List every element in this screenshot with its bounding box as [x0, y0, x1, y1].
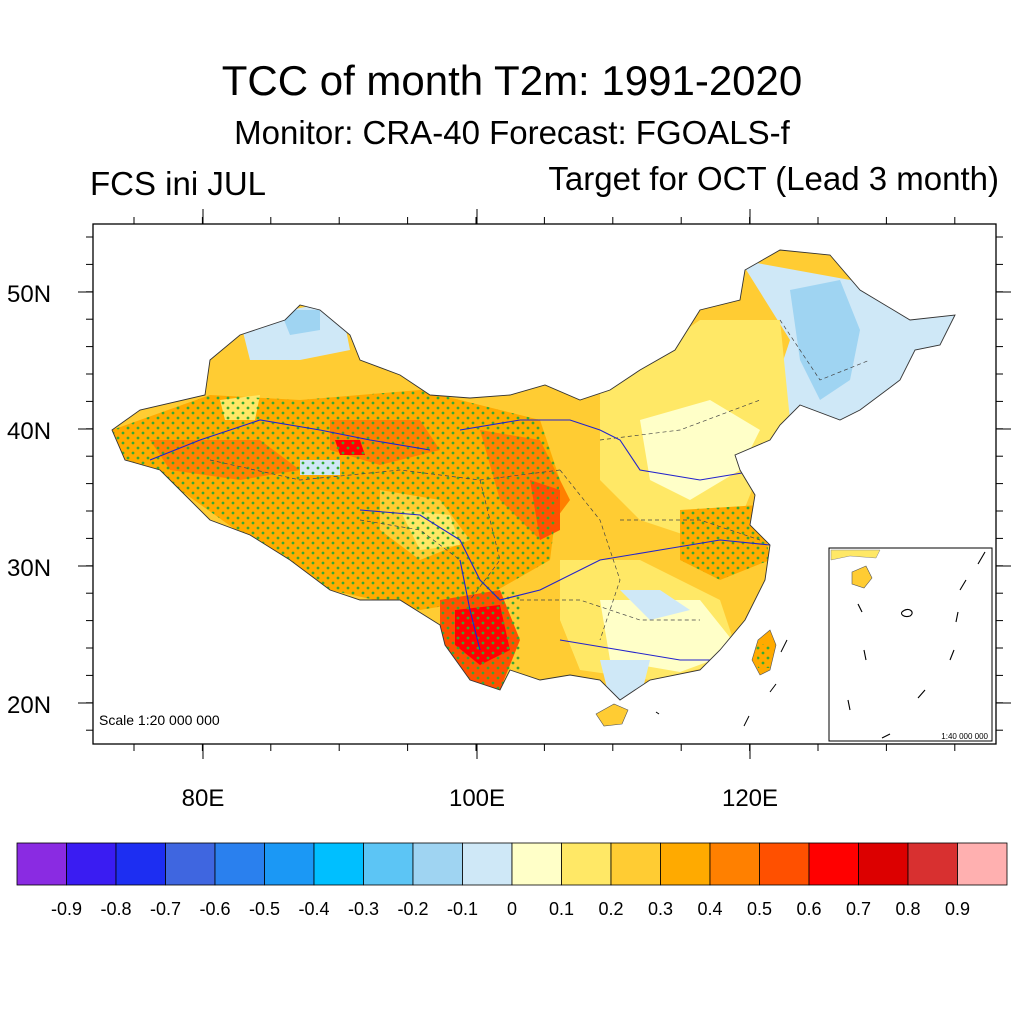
- colorbar-swatch: [610, 842, 661, 886]
- colorbar-swatch: [214, 842, 265, 886]
- colorbar-label: 0.6: [796, 899, 821, 919]
- colorbar-label: -0.7: [150, 899, 181, 919]
- latitude-labels: 50N 40N 30N 20N: [7, 281, 51, 719]
- colorbar-swatch: [561, 842, 612, 886]
- scale-text: Scale 1:20 000 000: [99, 712, 220, 728]
- initialization-label: FCS ini JUL: [90, 165, 267, 202]
- colorbar-swatch: [165, 842, 216, 886]
- lat-label-50n: 50N: [7, 281, 51, 308]
- colorbar-swatch: [759, 842, 810, 886]
- colorbar-swatch: [412, 842, 463, 886]
- colorbar-label: 0.7: [846, 899, 871, 919]
- correlation-field: [112, 250, 955, 700]
- colorbar-label: -0.3: [348, 899, 379, 919]
- target-label: Target for OCT (Lead 3 month): [548, 160, 999, 197]
- colorbar-swatch: [511, 842, 562, 886]
- colorbar-label: -0.1: [447, 899, 478, 919]
- lat-label-30n: 30N: [7, 555, 51, 582]
- colorbar-swatch: [462, 842, 513, 886]
- colorbar-swatch: [363, 842, 414, 886]
- map-axis-ticks: [78, 209, 1011, 759]
- colorbar-swatch: [66, 842, 117, 886]
- colorbar-swatch: [115, 842, 166, 886]
- colorbar: [16, 842, 1008, 886]
- lat-label-20n: 20N: [7, 692, 51, 719]
- inset-scale-text: 1:40 000 000: [941, 732, 988, 741]
- colorbar-swatch: [808, 842, 859, 886]
- colorbar-labels: -0.9 -0.8 -0.7 -0.6 -0.5 -0.4 -0.3 -0.2 -0.1 0 0.1…: [51, 899, 970, 919]
- colorbar-label: 0.3: [648, 899, 673, 919]
- colorbar-label: -0.2: [397, 899, 428, 919]
- colorbar-label: 0.2: [598, 899, 623, 919]
- colorbar-label: -0.9: [51, 899, 82, 919]
- colorbar-label: -0.6: [199, 899, 230, 919]
- colorbar-swatch: [709, 842, 760, 886]
- longitude-labels: 80E 100E 120E: [182, 785, 778, 812]
- colorbar-label: 0.8: [895, 899, 920, 919]
- hainan-island: [595, 703, 629, 727]
- colorbar-label: 0.4: [697, 899, 722, 919]
- south-china-sea-inset: 1:40 000 000: [828, 547, 993, 742]
- lat-label-40n: 40N: [7, 418, 51, 445]
- colorbar-label: -0.8: [100, 899, 131, 919]
- colorbar-swatch: [660, 842, 711, 886]
- china-border: [111, 249, 956, 701]
- map-title: TCC of month T2m: 1991-2020: [221, 57, 803, 104]
- colorbar-swatch: [264, 842, 315, 886]
- colorbar-label: -0.5: [249, 899, 280, 919]
- colorbar-label: -0.4: [298, 899, 329, 919]
- colorbar-label: 0: [507, 899, 517, 919]
- colorbar-swatch: [907, 842, 958, 886]
- colorbar-swatch: [957, 842, 1008, 886]
- colorbar-swatch: [858, 842, 909, 886]
- lon-label-100e: 100E: [449, 785, 505, 812]
- colorbar-swatch: [16, 842, 67, 886]
- colorbar-label: 0.9: [945, 899, 970, 919]
- colorbar-swatch: [313, 842, 364, 886]
- lon-label-80e: 80E: [182, 785, 225, 812]
- colorbar-label: 0.1: [549, 899, 574, 919]
- colorbar-label: 0.5: [747, 899, 772, 919]
- map-subtitle: Monitor: CRA-40 Forecast: FGOALS-f: [234, 114, 790, 151]
- lon-label-120e: 120E: [722, 785, 778, 812]
